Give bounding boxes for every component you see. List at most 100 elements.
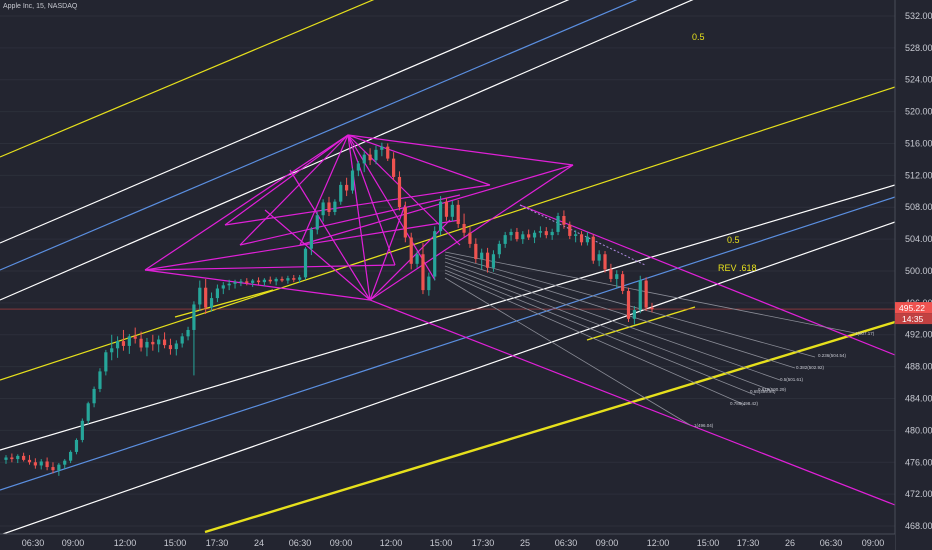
candle-body (98, 371, 102, 389)
candle-body (480, 252, 484, 260)
channel-line[interactable] (0, 0, 895, 244)
candle-body (397, 176, 402, 208)
time-tick-label: 06:30 (820, 538, 843, 548)
pitchfork-line[interactable] (519, 204, 896, 356)
candles (4, 142, 654, 476)
level-annotation: 0.5 (727, 235, 740, 245)
candle-body (180, 336, 184, 344)
fib-fan-line[interactable] (444, 257, 796, 369)
symbol-title[interactable]: Apple Inc, 15, NASDAQ (3, 3, 78, 10)
time-axis[interactable]: 06:30 09:00 12:00 15:00 17:30 24 06:30 09:00 12:… (22, 538, 885, 548)
time-tick-label: 12:00 (380, 538, 403, 548)
channel-line[interactable] (0, 221, 896, 536)
price-tick-label: 528.00 (905, 43, 932, 53)
candle-body (421, 254, 425, 291)
countdown-badge-box (895, 313, 932, 325)
channel-line[interactable] (0, 0, 895, 301)
candle-body (145, 341, 149, 348)
pitchfork-line[interactable] (264, 209, 371, 301)
fib-labels: 1(507.17) 0.236(504.54) 0.382(502.92) 0.5(5… (694, 331, 875, 428)
time-axis-panel[interactable] (0, 534, 895, 550)
annotations: 0.5 0.5 REV .618 (692, 32, 757, 273)
candle-body (309, 229, 313, 249)
fib-level-label: 1(507.17) (855, 331, 875, 336)
candle-body (168, 345, 173, 350)
channel-line[interactable] (0, 184, 896, 451)
candle-body (204, 287, 208, 308)
time-tick-label: 09:00 (330, 538, 353, 548)
candle-body (157, 339, 161, 345)
pitchfork-line[interactable] (347, 134, 436, 281)
candle-body (133, 336, 137, 339)
candle-body (139, 338, 143, 348)
candle-body (151, 341, 155, 345)
pitchfork-line[interactable] (224, 134, 349, 226)
fib-fan-line[interactable] (444, 272, 746, 406)
pitchfork-line[interactable] (369, 299, 896, 506)
candle-body (462, 223, 466, 233)
pitchfork-line[interactable] (299, 134, 349, 246)
candle-body (509, 231, 513, 236)
candle-body (274, 278, 278, 282)
time-tick-label: 09:00 (596, 538, 619, 548)
fib-fan-line[interactable] (444, 269, 756, 396)
channel-line[interactable] (174, 289, 274, 318)
fib-fan-line[interactable] (444, 261, 781, 381)
price-tick-label: 516.00 (905, 138, 932, 148)
pitchfork-line[interactable] (239, 194, 461, 246)
candle-body (609, 269, 613, 279)
time-tick-label: 06:30 (289, 538, 312, 548)
candle-body (574, 234, 578, 236)
channel-line[interactable] (204, 320, 896, 534)
pitchfork-line[interactable] (144, 269, 371, 301)
candle-body (345, 184, 349, 191)
candle-body (22, 455, 26, 460)
candle-body (550, 231, 554, 236)
pitchfork-line[interactable] (369, 204, 406, 301)
candle-body (444, 201, 449, 217)
candle-body (33, 462, 37, 466)
candle-body (39, 461, 43, 466)
candle-body (127, 336, 131, 346)
price-tick-label: 480.00 (905, 425, 932, 435)
candle-body (215, 288, 220, 299)
candle-body (474, 243, 478, 260)
candle-body (74, 439, 79, 452)
candle-body (374, 149, 378, 161)
price-tick-label: 476.00 (905, 457, 932, 467)
fib-level-label: 0.65(499.94) (750, 389, 776, 394)
pitchfork-line[interactable] (369, 164, 574, 301)
fib-fan-line[interactable] (444, 277, 691, 426)
pitchfork-line[interactable] (347, 134, 371, 301)
pitchfork-line[interactable] (289, 169, 371, 301)
pitchfork-line[interactable] (144, 264, 396, 271)
channel-line[interactable] (0, 196, 896, 491)
channel-line[interactable] (0, 0, 895, 158)
pitchfork-line[interactable] (144, 219, 461, 271)
pitchfork-line[interactable] (144, 134, 349, 271)
fib-fan-line[interactable] (444, 251, 856, 334)
time-tick-label: 12:00 (647, 538, 670, 548)
candle-body (556, 215, 560, 232)
channel-line[interactable] (0, 0, 895, 271)
fib-level-label: 0.618(500.29) (758, 387, 787, 392)
time-tick-label: 15:00 (697, 538, 720, 548)
pitchfork-line[interactable] (347, 134, 396, 266)
pitchfork-line[interactable] (347, 134, 491, 186)
time-tick-label: 06:30 (22, 538, 45, 548)
candle-body (16, 455, 20, 460)
pitchfork-line[interactable] (299, 164, 574, 246)
candle-body (251, 280, 255, 283)
candle-body (427, 276, 431, 291)
candle-body (585, 236, 589, 243)
price-axis-panel[interactable] (895, 0, 932, 550)
candle-body (80, 420, 84, 440)
fib-fan-line[interactable] (444, 265, 771, 391)
candle-body (268, 279, 272, 282)
pitchfork-line[interactable] (347, 134, 574, 166)
candle-body (162, 339, 167, 346)
pitchfork-line[interactable] (239, 134, 349, 246)
